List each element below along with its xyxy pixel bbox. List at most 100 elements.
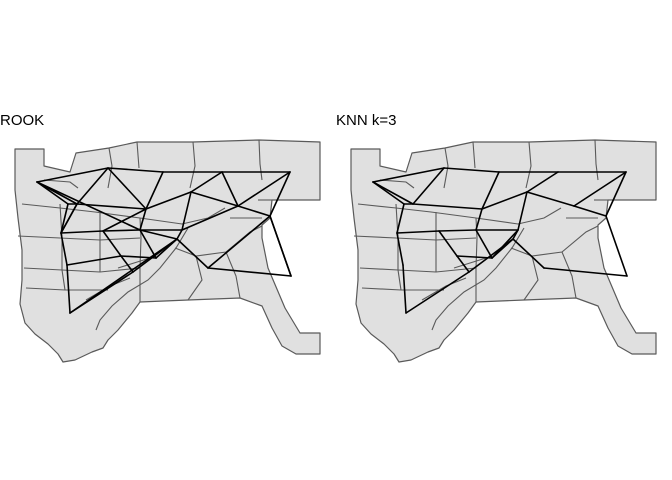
neighbor-edge xyxy=(526,171,559,193)
neighbor-edge xyxy=(237,171,291,207)
neighbor-edge xyxy=(517,191,528,231)
neighbor-edge xyxy=(139,229,157,259)
neighbor-edge xyxy=(145,191,192,210)
neighbor-edge xyxy=(107,167,164,173)
neighbor-edge xyxy=(475,229,493,259)
neighbor-edge xyxy=(66,264,71,314)
neighbor-edge xyxy=(438,229,477,232)
neighbor-edge xyxy=(475,208,483,231)
neighbor-edge xyxy=(76,203,147,210)
neighbor-edge xyxy=(207,267,292,277)
knn-map xyxy=(350,139,657,363)
region-boundary xyxy=(23,267,141,273)
map-panel-rook: ROOK xyxy=(0,108,336,368)
region-boundary xyxy=(225,251,241,299)
region-boundary xyxy=(107,147,113,189)
region-outline xyxy=(14,139,321,363)
region-boundary xyxy=(431,227,525,331)
neighbor-edge xyxy=(396,203,405,234)
neighbor-edge xyxy=(60,203,69,234)
neighbor-edge xyxy=(481,171,500,210)
region-boundary xyxy=(17,235,141,241)
region-boundary xyxy=(525,141,532,189)
neighbor-edge xyxy=(396,230,440,234)
neighbor-edge xyxy=(76,167,109,205)
neighbor-edge xyxy=(66,255,122,266)
region-boundary xyxy=(95,227,189,331)
neighbor-edge xyxy=(402,264,407,314)
neighbor-edge xyxy=(456,255,493,259)
neighbor-edge xyxy=(605,171,627,217)
neighbor-edge xyxy=(36,167,109,183)
region-boundary xyxy=(117,257,151,269)
panel-title: ROOK xyxy=(0,112,45,129)
region-boundary xyxy=(139,207,226,225)
region-boundary xyxy=(357,203,477,219)
neighbor-edge xyxy=(181,205,239,231)
neighbor-edge xyxy=(526,191,575,207)
region-boundary xyxy=(59,203,66,291)
region-boundary xyxy=(395,203,402,291)
panel-title: KNN k=3 xyxy=(336,112,397,129)
neighbor-edge xyxy=(102,229,141,232)
region-boundary xyxy=(453,257,487,269)
region-boundary xyxy=(21,203,141,219)
neighbor-edge xyxy=(396,232,404,266)
region-boundary xyxy=(421,277,467,301)
neighbor-edge xyxy=(456,255,470,273)
neighbor-edge xyxy=(491,238,514,259)
neighbor-edge xyxy=(269,215,292,277)
neighbor-edge xyxy=(207,215,271,269)
map-panel-knn: KNN k=3 xyxy=(336,108,672,368)
region-boundary xyxy=(136,141,140,169)
region-boundary xyxy=(353,235,477,241)
neighbor-edge xyxy=(60,232,68,266)
neighbor-edge xyxy=(605,215,628,277)
neighbor-edge xyxy=(176,229,183,240)
neighbor-edge xyxy=(573,205,607,217)
neighbor-edge xyxy=(443,167,500,173)
neighbor-edge xyxy=(36,181,141,231)
neighbor-edge xyxy=(60,230,104,234)
region-boundary xyxy=(359,267,477,273)
neighbor-edge xyxy=(120,255,134,273)
neighbor-edge xyxy=(543,267,628,277)
neighbor-edge xyxy=(60,203,78,234)
neighbor-edge xyxy=(181,191,192,231)
neighbor-edge xyxy=(372,181,414,205)
neighbor-edge xyxy=(139,208,147,231)
neighbor-edge xyxy=(412,203,483,210)
neighbor-edge xyxy=(372,167,445,183)
rook-map xyxy=(14,139,321,363)
region-boundary xyxy=(379,179,415,189)
neighbor-edge xyxy=(102,230,122,257)
neighbor-edge xyxy=(573,171,627,207)
region-boundary xyxy=(475,207,562,225)
region-boundary xyxy=(43,179,79,189)
neighbor-edge xyxy=(438,230,458,257)
region-boundary xyxy=(594,139,599,181)
neighbor-edge xyxy=(139,229,178,240)
neighbor-edge xyxy=(405,271,470,314)
region-outline xyxy=(350,139,657,363)
neighbor-edge xyxy=(145,171,164,210)
region-boundary xyxy=(443,147,449,189)
region-boundary xyxy=(472,141,476,169)
neighbor-edge xyxy=(190,191,239,207)
region-boundary xyxy=(189,141,196,189)
neighbor-edge xyxy=(102,208,147,232)
neighbor-edge xyxy=(481,191,528,210)
region-boundary xyxy=(523,255,539,301)
neighbor-edge xyxy=(69,238,178,314)
region-boundary xyxy=(561,251,577,299)
region-boundary xyxy=(187,255,203,301)
neighbor-edge xyxy=(176,238,209,269)
neighbor-edge xyxy=(190,171,223,193)
region-boundary xyxy=(258,139,263,181)
neighbor-edge xyxy=(512,238,545,269)
neighbor-edge xyxy=(412,167,445,205)
neighbor-edge xyxy=(107,167,147,210)
neighbor-edge xyxy=(269,171,291,217)
neighbor-edge xyxy=(237,205,271,217)
neighbor-edge xyxy=(221,171,239,207)
